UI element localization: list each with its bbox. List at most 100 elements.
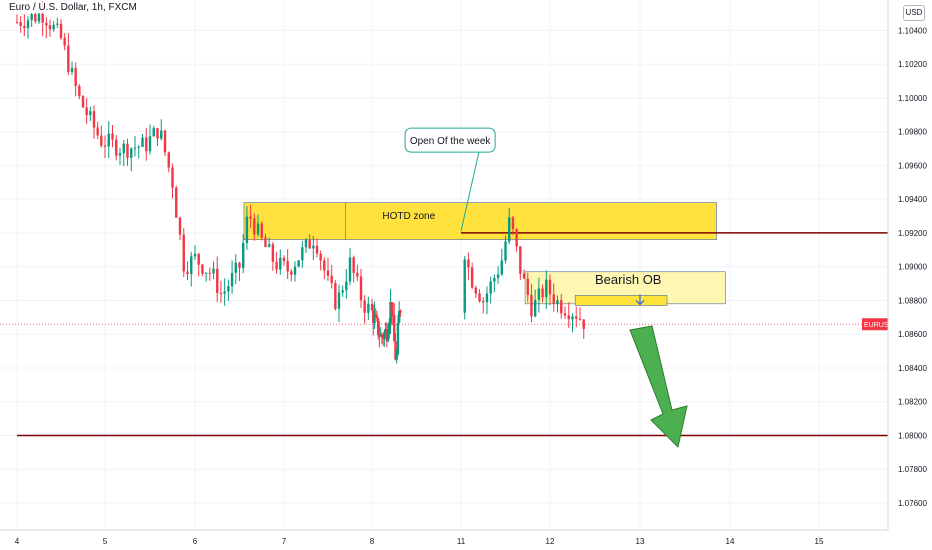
candle-body bbox=[395, 354, 398, 360]
y-tick-label: 1.09000 bbox=[898, 263, 927, 272]
candle-body bbox=[216, 268, 219, 293]
candle-body bbox=[582, 319, 585, 329]
candle-body bbox=[230, 272, 234, 287]
zone-ob-inner bbox=[574, 295, 668, 306]
candle-body bbox=[384, 328, 387, 333]
candle-body bbox=[197, 253, 200, 265]
annotations: Open Of the week bbox=[404, 127, 688, 448]
candle-body bbox=[372, 310, 375, 324]
price-axis-bg bbox=[888, 0, 932, 550]
candle-body bbox=[103, 145, 107, 147]
candle-body bbox=[352, 257, 355, 273]
candle-body bbox=[337, 292, 341, 309]
candle-body bbox=[556, 300, 559, 304]
candle-body bbox=[152, 128, 155, 137]
candle-body bbox=[30, 14, 33, 21]
candle-body bbox=[15, 21, 19, 23]
candle-body bbox=[253, 218, 256, 235]
candle-body bbox=[115, 139, 118, 156]
candle-body bbox=[370, 303, 374, 311]
candle-body bbox=[19, 22, 22, 26]
candle-body bbox=[376, 318, 380, 336]
currency-button[interactable]: USD bbox=[903, 5, 925, 21]
candle-body bbox=[334, 282, 337, 309]
candle-body bbox=[485, 293, 489, 303]
candle-body bbox=[578, 318, 582, 320]
candle-body bbox=[391, 314, 395, 316]
x-tick-label: 8 bbox=[370, 537, 375, 546]
candle-body bbox=[156, 128, 159, 139]
candle-body bbox=[304, 239, 308, 248]
x-tick-label: 15 bbox=[815, 537, 824, 546]
candle-body bbox=[74, 67, 77, 86]
y-tick-label: 1.07600 bbox=[898, 499, 927, 508]
bearish-ob-label: Bearish OB bbox=[595, 272, 661, 287]
candle-body bbox=[489, 281, 492, 294]
grid bbox=[0, 0, 888, 530]
candle-body bbox=[567, 315, 570, 320]
candle-body bbox=[386, 332, 390, 341]
candle-body bbox=[380, 334, 384, 338]
candle-body bbox=[286, 261, 289, 272]
candle-body bbox=[319, 253, 322, 261]
candle-body bbox=[242, 243, 245, 268]
candle-body bbox=[182, 234, 185, 272]
candle-body bbox=[81, 96, 85, 108]
candle-body bbox=[118, 153, 122, 156]
candle-body bbox=[163, 130, 167, 153]
candle-body bbox=[515, 229, 518, 247]
candle-body bbox=[545, 279, 548, 298]
candle-body bbox=[373, 314, 376, 324]
candle-body bbox=[393, 315, 396, 342]
candle-body bbox=[563, 313, 567, 316]
ob-arrow-icon bbox=[635, 294, 645, 306]
candle-body bbox=[341, 290, 344, 293]
candle-body bbox=[63, 37, 66, 46]
candle-body bbox=[541, 288, 544, 298]
candle-body bbox=[537, 288, 541, 300]
candle-body bbox=[107, 133, 110, 147]
candle-body bbox=[301, 247, 304, 261]
candle-body bbox=[96, 127, 99, 136]
candle-body bbox=[227, 286, 230, 292]
candle-body bbox=[379, 334, 382, 337]
y-tick-label: 1.10000 bbox=[898, 94, 927, 103]
candle-body bbox=[141, 137, 144, 147]
candle-body bbox=[234, 262, 237, 273]
y-tick-label: 1.09400 bbox=[898, 195, 927, 204]
candle-body bbox=[482, 301, 485, 303]
candle-body bbox=[571, 316, 574, 320]
candle-body bbox=[385, 328, 389, 341]
candle-body bbox=[323, 260, 326, 271]
candle-body bbox=[470, 267, 474, 288]
candle-body bbox=[374, 314, 377, 316]
candle-body bbox=[504, 241, 507, 261]
candle-body bbox=[148, 136, 152, 152]
symbol-label-bg bbox=[862, 318, 888, 331]
candle-body bbox=[92, 111, 96, 128]
green-arrow-icon bbox=[629, 325, 688, 448]
candle-body bbox=[267, 244, 271, 247]
candle-body bbox=[126, 143, 129, 158]
candle-body bbox=[130, 148, 133, 158]
candle-body bbox=[223, 291, 226, 294]
symbol-title[interactable]: Euro / U.S. Dollar, 1h, FXCM bbox=[6, 2, 140, 13]
candle-body bbox=[478, 293, 481, 302]
x-tick-label: 7 bbox=[282, 537, 287, 546]
candle-body bbox=[78, 85, 81, 97]
candle-body bbox=[560, 300, 563, 314]
y-tick-label: 1.08000 bbox=[898, 431, 927, 440]
candle-body bbox=[308, 239, 311, 249]
candle-body bbox=[389, 302, 392, 323]
candle-body bbox=[493, 277, 496, 282]
candle-body bbox=[463, 259, 466, 313]
candle-body bbox=[23, 25, 26, 29]
y-tick-label: 1.07800 bbox=[898, 465, 927, 474]
candle-body bbox=[160, 130, 163, 139]
y-tick-label: 1.08600 bbox=[898, 330, 927, 339]
candle-body bbox=[271, 244, 275, 262]
candle-body bbox=[275, 261, 278, 270]
candle-body bbox=[260, 223, 263, 238]
